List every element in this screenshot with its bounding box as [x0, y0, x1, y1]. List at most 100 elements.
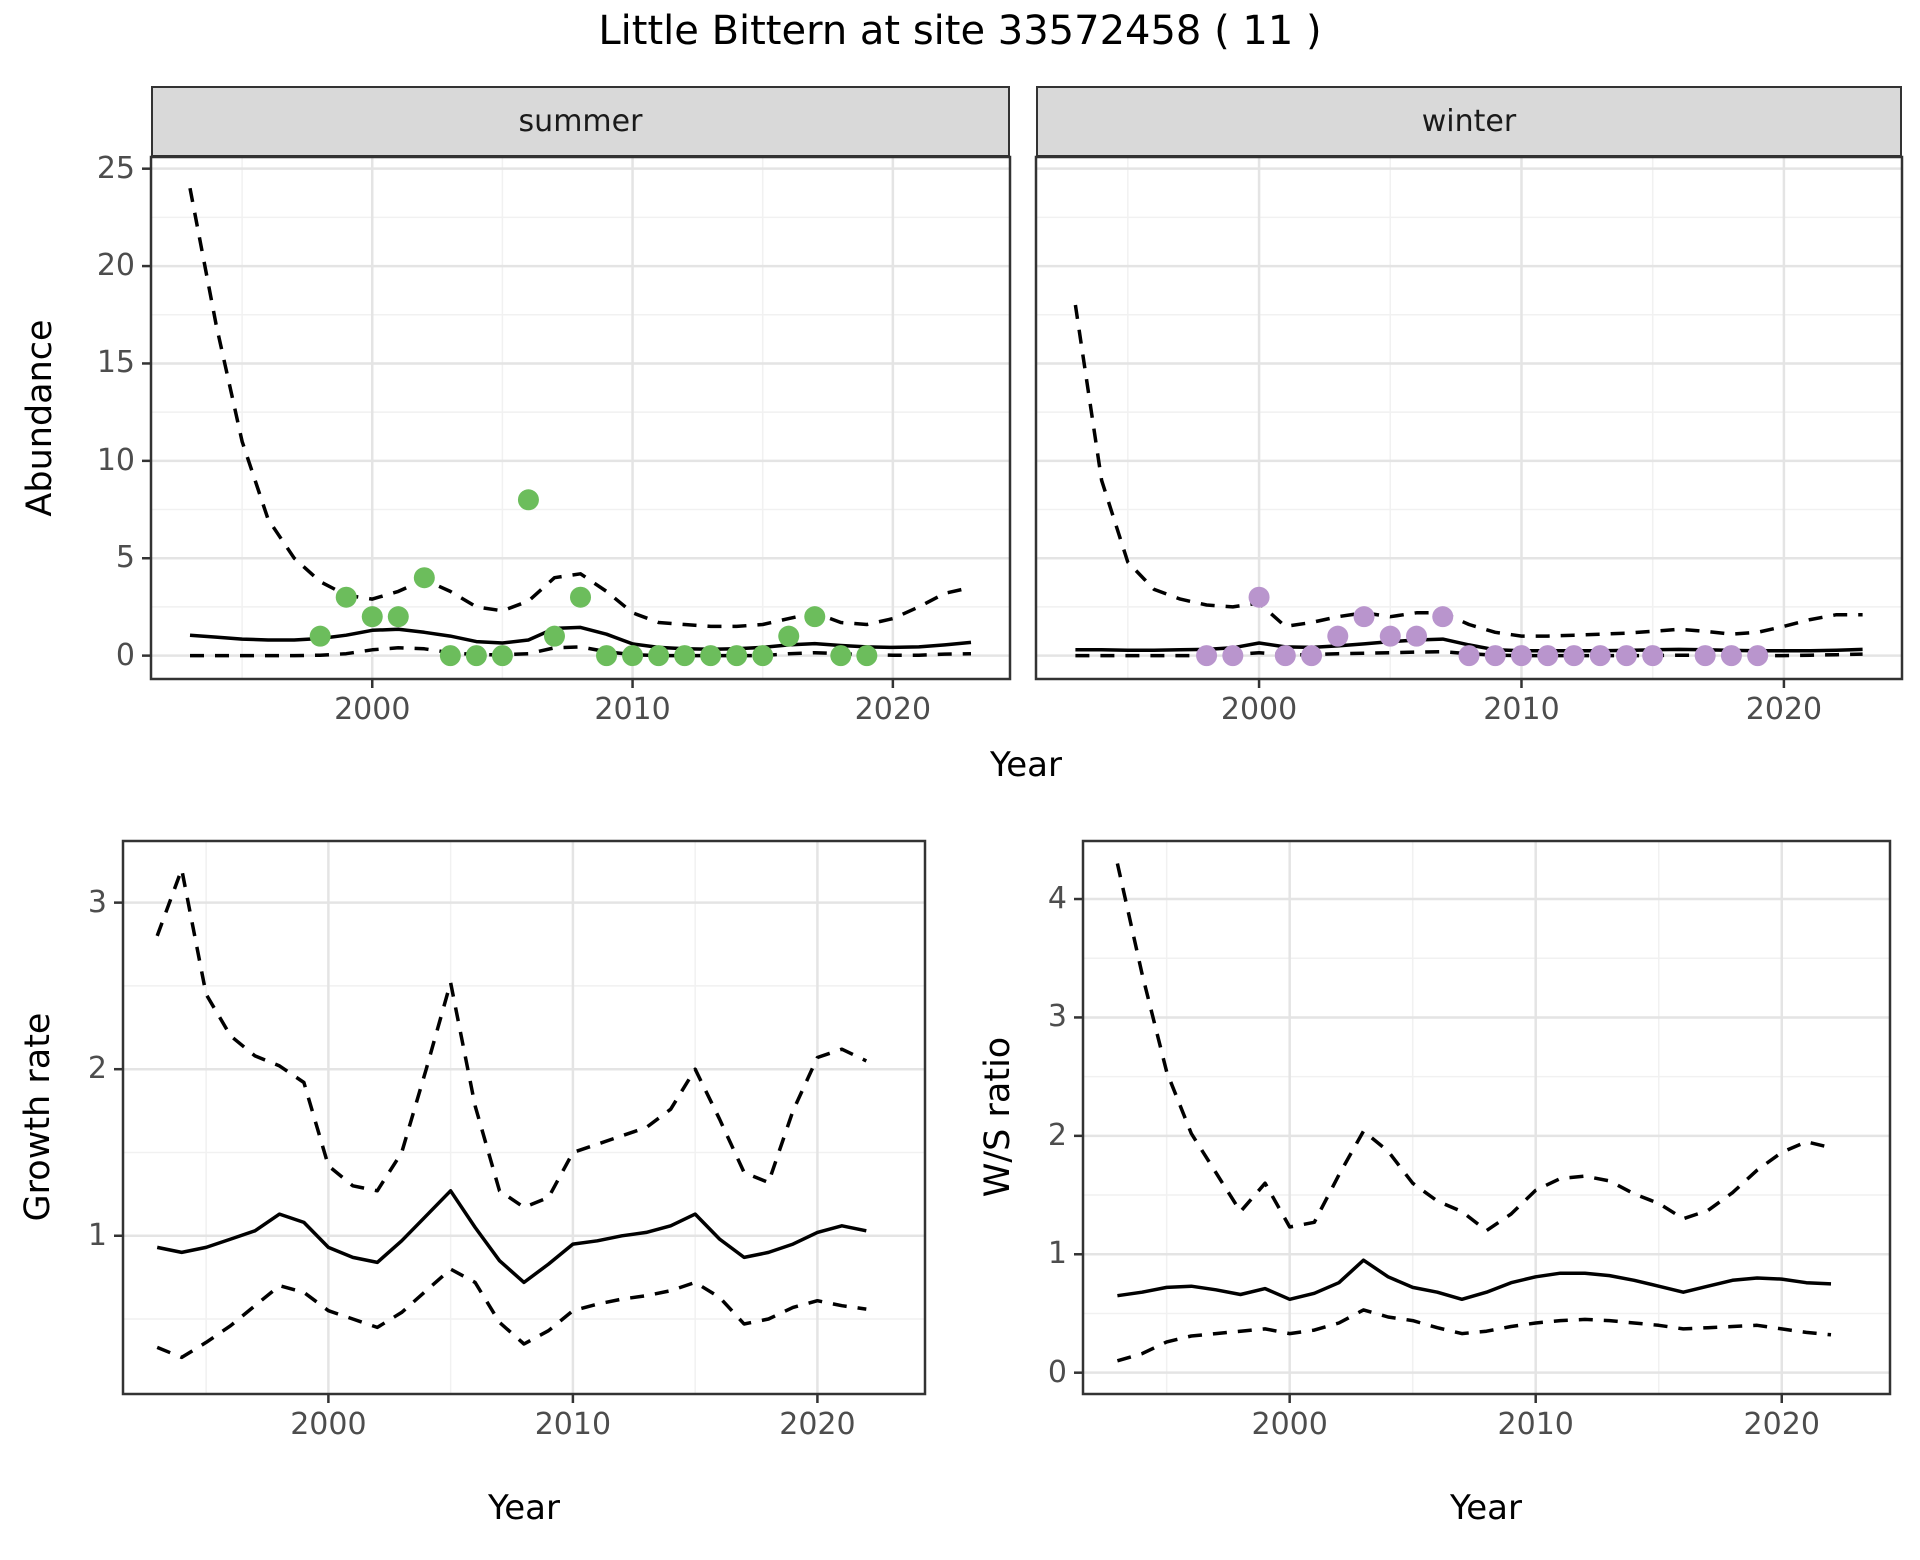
x-tick-label: 2000 — [1220, 692, 1298, 727]
data-point — [1537, 645, 1559, 667]
x-tick-label: 2010 — [594, 692, 671, 727]
panel-abundance-winter: 2000 2010 2020 — [1034, 155, 1904, 725]
y-tick-label: 1 — [1047, 1236, 1067, 1272]
y-tick-label: 25 — [96, 150, 135, 186]
y-tick-label: 5 — [115, 540, 135, 576]
growth-rate-axis-label: Growth rate — [18, 1012, 58, 1222]
panel-abundance-summer: 2000 2010 2020 0 5 10 15 20 25 — [97, 153, 1012, 725]
chart-canvas-abundance-summer — [142, 155, 1012, 688]
data-point — [413, 567, 435, 589]
x-tick-label: 2020 — [1743, 1407, 1820, 1442]
data-point — [491, 645, 513, 667]
data-point — [726, 645, 748, 667]
figure-title: Little Bittern at site 33572458 ( 11 ) — [598, 8, 1322, 54]
data-point — [1406, 625, 1428, 647]
data-point — [1589, 645, 1611, 667]
x-tick-label: 2010 — [1483, 692, 1560, 727]
data-point — [1694, 645, 1716, 667]
data-point — [1327, 625, 1349, 647]
data-point — [387, 606, 409, 628]
ci-upper-line — [1115, 863, 1832, 1233]
data-point — [465, 645, 487, 667]
ci-lower-line — [156, 1267, 867, 1360]
data-point — [1510, 645, 1532, 667]
data-point — [1563, 645, 1585, 667]
data-point — [778, 625, 800, 647]
data-point — [1642, 645, 1664, 667]
data-point — [1484, 645, 1506, 667]
data-point — [570, 586, 591, 608]
data-point — [543, 625, 565, 647]
data-point — [1379, 625, 1401, 647]
facet-strip-summer: summer — [151, 86, 1010, 157]
panel-border — [149, 155, 1012, 681]
data-point — [856, 645, 878, 667]
y-tick-label: 4 — [1047, 881, 1067, 917]
data-point — [439, 645, 461, 667]
panel-background — [1036, 157, 1902, 679]
data-point — [309, 625, 331, 647]
data-point — [1747, 645, 1769, 667]
data-point — [596, 645, 618, 667]
panel-border — [121, 839, 927, 1396]
x-tick-label: 2020 — [779, 1407, 856, 1442]
y-tick-label: 15 — [96, 345, 135, 381]
y-tick-label: 1 — [87, 1217, 107, 1253]
x-tick-label: 2000 — [290, 1407, 367, 1442]
facet-strip-label-winter: winter — [1421, 104, 1517, 139]
chart-canvas-ws-ratio — [1074, 839, 1892, 1403]
ci-lower-line — [1116, 1308, 1832, 1363]
facet-strip-label-summer: summer — [518, 104, 643, 139]
data-point — [335, 586, 357, 608]
data-point — [361, 606, 383, 628]
data-point — [1301, 645, 1323, 667]
data-point — [517, 489, 539, 511]
mean-line — [1117, 1258, 1832, 1302]
ci-upper-line — [155, 867, 868, 1210]
facet-strip-winter: winter — [1036, 86, 1902, 157]
panel-growth-rate: 2000 2010 2020 1 2 3 — [88, 839, 927, 1440]
data-point — [700, 645, 722, 667]
mean-line — [156, 1189, 867, 1285]
y-tick-label: 20 — [96, 248, 135, 284]
x-tick-label: 2000 — [1251, 1407, 1328, 1442]
data-point — [648, 645, 670, 667]
chart-canvas-growth-rate — [114, 839, 927, 1403]
x-tick-label: 2000 — [334, 692, 411, 727]
year-axis-label-ws: Year — [1450, 1488, 1522, 1528]
data-point — [1720, 645, 1742, 667]
data-point — [1196, 645, 1218, 667]
data-point — [1458, 645, 1480, 667]
data-point — [830, 645, 852, 667]
data-point — [1432, 606, 1454, 628]
abundance-axis-label: Abundance — [20, 319, 60, 517]
x-tick-label: 2020 — [1745, 692, 1823, 727]
x-tick-label: 2010 — [1497, 1407, 1574, 1442]
data-point — [674, 645, 696, 667]
y-tick-label: 0 — [1047, 1354, 1067, 1390]
panel-border — [1034, 155, 1904, 681]
x-tick-label: 2010 — [534, 1407, 612, 1442]
data-point — [752, 645, 774, 667]
x-tick-label: 2020 — [854, 692, 932, 727]
data-point — [1248, 586, 1270, 608]
ws-ratio-axis-label: W/S ratio — [978, 1036, 1018, 1198]
y-tick-label: 10 — [96, 442, 135, 478]
data-point — [1353, 606, 1375, 628]
data-point — [1274, 645, 1296, 667]
data-point — [1222, 645, 1244, 667]
ci-upper-line — [188, 187, 972, 629]
data-point — [1615, 645, 1637, 667]
chart-canvas-abundance-winter — [1034, 155, 1904, 688]
y-tick-label: 3 — [1047, 999, 1067, 1035]
panel-background — [1083, 841, 1890, 1394]
panel-border — [1081, 839, 1892, 1396]
panel-ws-ratio: 2000 2010 2020 0 1 2 3 4 — [1048, 839, 1892, 1440]
data-point — [622, 645, 644, 667]
data-point — [804, 606, 826, 628]
panel-background — [123, 841, 925, 1394]
y-tick-label: 3 — [87, 884, 107, 920]
year-axis-label-top: Year — [990, 745, 1062, 785]
y-tick-label: 0 — [115, 637, 135, 673]
